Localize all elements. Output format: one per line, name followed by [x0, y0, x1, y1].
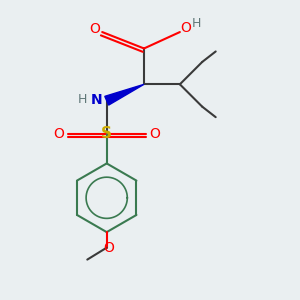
Text: N: N: [91, 93, 103, 107]
Text: O: O: [89, 22, 100, 36]
Text: O: O: [53, 127, 64, 141]
Text: O: O: [103, 241, 114, 255]
Text: H: H: [77, 93, 87, 106]
Text: S: S: [101, 126, 112, 141]
Text: O: O: [149, 127, 160, 141]
Polygon shape: [105, 84, 144, 105]
Text: O: O: [180, 22, 191, 35]
Text: H: H: [192, 16, 201, 30]
